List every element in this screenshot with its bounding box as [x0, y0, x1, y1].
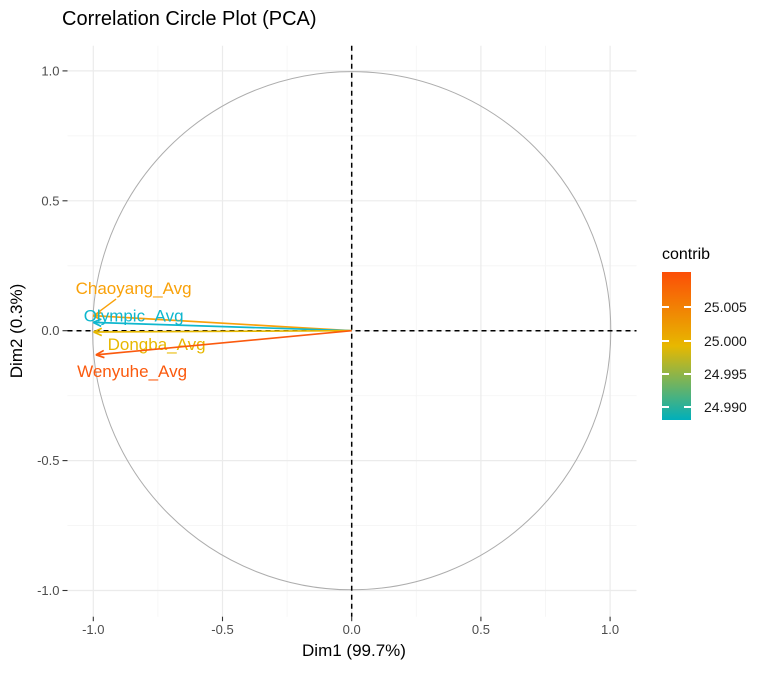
- legend-tick-label: 25.005: [704, 299, 747, 316]
- label-leader-line: [94, 298, 117, 316]
- x-tick-label: -0.5: [211, 622, 233, 637]
- legend-tick-mark: [684, 406, 691, 409]
- y-tick-label: 1.0: [41, 63, 59, 78]
- variable-arrow-head: [93, 327, 103, 333]
- legend-tick-mark: [662, 306, 669, 309]
- legend-tick-mark: [662, 406, 669, 409]
- legend-contrib: contrib 25.005 25.000 24.995 24.990: [662, 246, 768, 456]
- x-tick-label: 0.0: [343, 622, 361, 637]
- variable-label: Olympic_Avg: [84, 306, 184, 325]
- x-axis-title: Dim1 (99.7%): [302, 641, 406, 660]
- plot-title: Correlation Circle Plot (PCA): [62, 8, 317, 30]
- y-tick-label: -1.0: [37, 583, 59, 598]
- legend-tick-mark: [684, 306, 691, 309]
- y-axis-title: Dim2 (0.3%): [7, 284, 26, 378]
- legend-tick-mark: [684, 339, 691, 342]
- variable-arrow: [93, 329, 352, 333]
- legend-tick-label: 24.990: [704, 399, 747, 416]
- variable-label: Chaoyang_Avg: [76, 279, 192, 298]
- legend-gradient: [662, 272, 691, 420]
- variable-arrow-head: [93, 331, 103, 337]
- x-tick-label: 0.5: [472, 622, 490, 637]
- variable-label: Wenyuhe_Avg: [77, 362, 187, 381]
- variable-arrow-head: [92, 318, 102, 324]
- y-tick-label: 0.0: [41, 323, 59, 338]
- legend-gradient-bar: 25.005 25.000 24.995 24.990: [662, 272, 747, 420]
- legend-title: contrib: [662, 246, 711, 263]
- variable-arrow-head: [95, 349, 105, 356]
- shapes-layer: [67, 45, 637, 617]
- variable-arrow-head: [92, 321, 102, 328]
- y-tick-label: -0.5: [37, 453, 59, 468]
- arrows-layer: Chaoyang_Avg Olympic_Avg Dongba_Avg Wenyuhe…: [76, 279, 352, 381]
- variable-label: Dongba_Avg: [108, 335, 206, 354]
- variable-arrow-head: [92, 311, 102, 317]
- legend-tick-mark: [662, 373, 669, 375]
- legend-tick-mark: [684, 373, 691, 375]
- legend-tick-label: 24.995: [704, 366, 747, 382]
- variable-arrow: [95, 329, 352, 356]
- variable-arrow: [93, 321, 352, 332]
- axis-layer: -1.0 -0.5 0.0 0.5 1.0 -1.0 -0.5 0.0 0.5 1.0: [37, 63, 619, 637]
- y-tick-label: 0.5: [41, 193, 59, 208]
- legend-tick-mark: [662, 339, 669, 342]
- legend-tick-label: 25.000: [704, 332, 747, 349]
- x-tick-label: -1.0: [82, 622, 104, 637]
- variable-arrow-head: [95, 354, 105, 359]
- x-tick-label: 1.0: [601, 622, 619, 637]
- variable-arrow: [92, 314, 352, 332]
